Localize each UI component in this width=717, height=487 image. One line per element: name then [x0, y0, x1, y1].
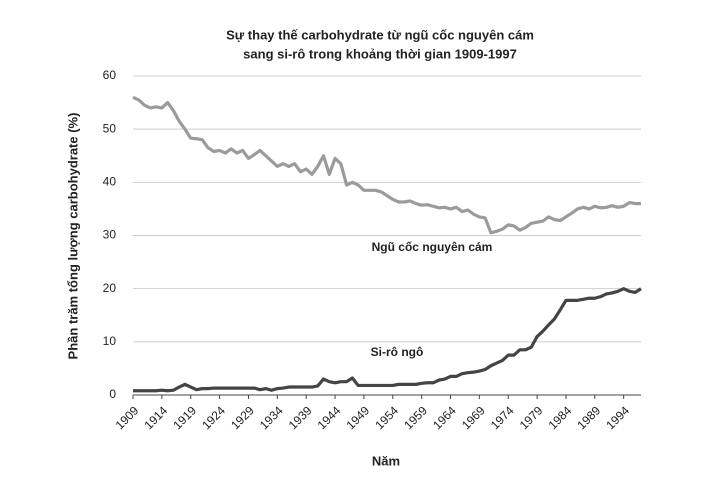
- y-axis-title: Phần trăm tổng lượng carbohydrate (%): [65, 113, 80, 360]
- x-tick-label: 1929: [228, 403, 257, 432]
- y-tick-label: 40: [103, 175, 117, 189]
- y-tick-label: 50: [103, 121, 117, 135]
- x-tick-label: 1994: [603, 403, 632, 432]
- x-tick-label: 1949: [343, 403, 372, 432]
- x-tick-label: 1914: [141, 403, 170, 432]
- series-label: Ngũ cốc nguyên cám: [372, 240, 493, 254]
- y-tick-label: 0: [109, 387, 116, 401]
- x-tick-label: 1969: [459, 403, 488, 432]
- chart-title: sang si-rô trong khoảng thời gian 1909-1…: [243, 46, 517, 61]
- x-tick-label: 1984: [546, 403, 575, 432]
- series-label: Si-rô ngô: [371, 345, 424, 359]
- y-tick-label: 20: [103, 281, 117, 295]
- x-tick-label: 1944: [315, 403, 344, 432]
- x-tick-label: 1939: [286, 403, 315, 432]
- series-line: [132, 95, 641, 235]
- x-tick-label: 1964: [430, 403, 459, 432]
- x-tick-label: 1924: [199, 403, 228, 432]
- x-tick-label: 1919: [170, 403, 199, 432]
- y-tick-label: 30: [103, 228, 117, 242]
- chart-title: Sự thay thế carbohydrate từ ngũ cốc nguy…: [226, 27, 534, 42]
- x-tick-label: 1909: [113, 403, 142, 432]
- x-tick-label: 1954: [372, 403, 401, 432]
- y-tick-label: 10: [103, 334, 117, 348]
- y-tick-label: 60: [103, 68, 117, 82]
- x-tick-label: 1979: [517, 403, 546, 432]
- x-tick-label: 1959: [401, 403, 430, 432]
- x-tick-label: 1974: [488, 403, 517, 432]
- series-line: [133, 287, 642, 393]
- x-tick-label: 1989: [574, 403, 603, 432]
- x-tick-label: 1934: [257, 403, 286, 432]
- x-axis-title: Năm: [372, 453, 400, 468]
